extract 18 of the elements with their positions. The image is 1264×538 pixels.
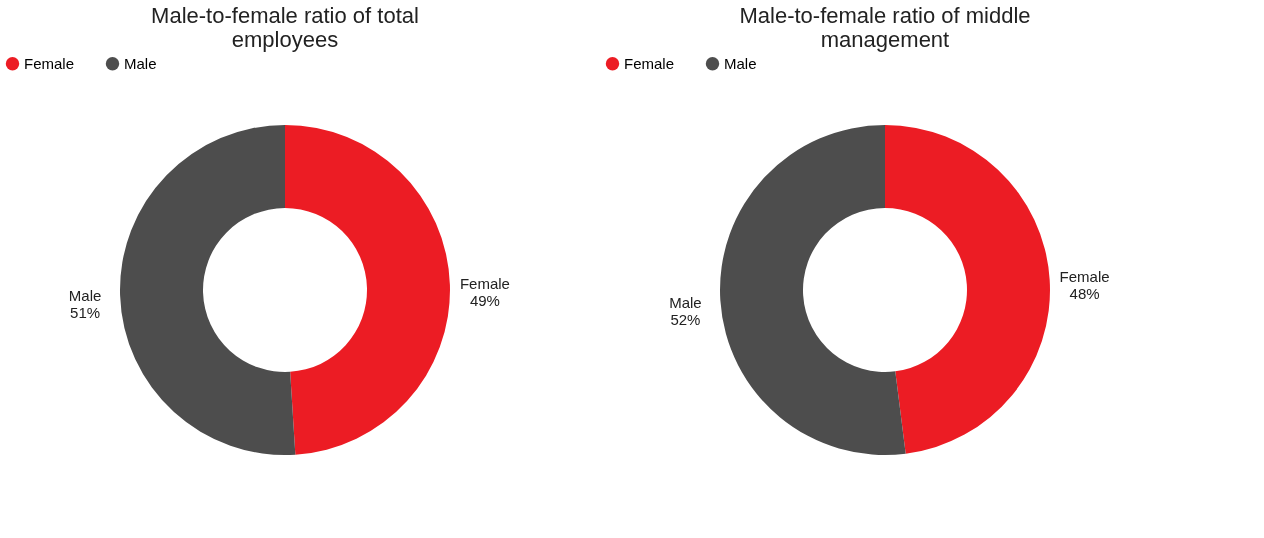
data-label: 49% [469,291,500,309]
donut-slice [285,125,450,455]
data-label: 51% [70,304,101,322]
legend-label: Male [124,54,157,72]
donut-slice [720,125,906,455]
slice-label: Male [669,293,702,311]
donut-slice [885,125,1050,454]
legend-label: Female [624,54,675,72]
slice-label: Female [459,274,510,292]
chart-title: Male-to-female ratio of middle management [739,3,1031,52]
slice-label: Female [1059,268,1110,286]
legend-label: Male [724,54,757,72]
slice-label: Male [68,287,102,305]
donut-slice [120,125,296,455]
legend-label: Female [24,54,75,72]
data-label: 52% [670,310,701,328]
chart-title: Male-to-female ratio of total employees [151,3,419,52]
data-label: 48% [1069,285,1100,303]
